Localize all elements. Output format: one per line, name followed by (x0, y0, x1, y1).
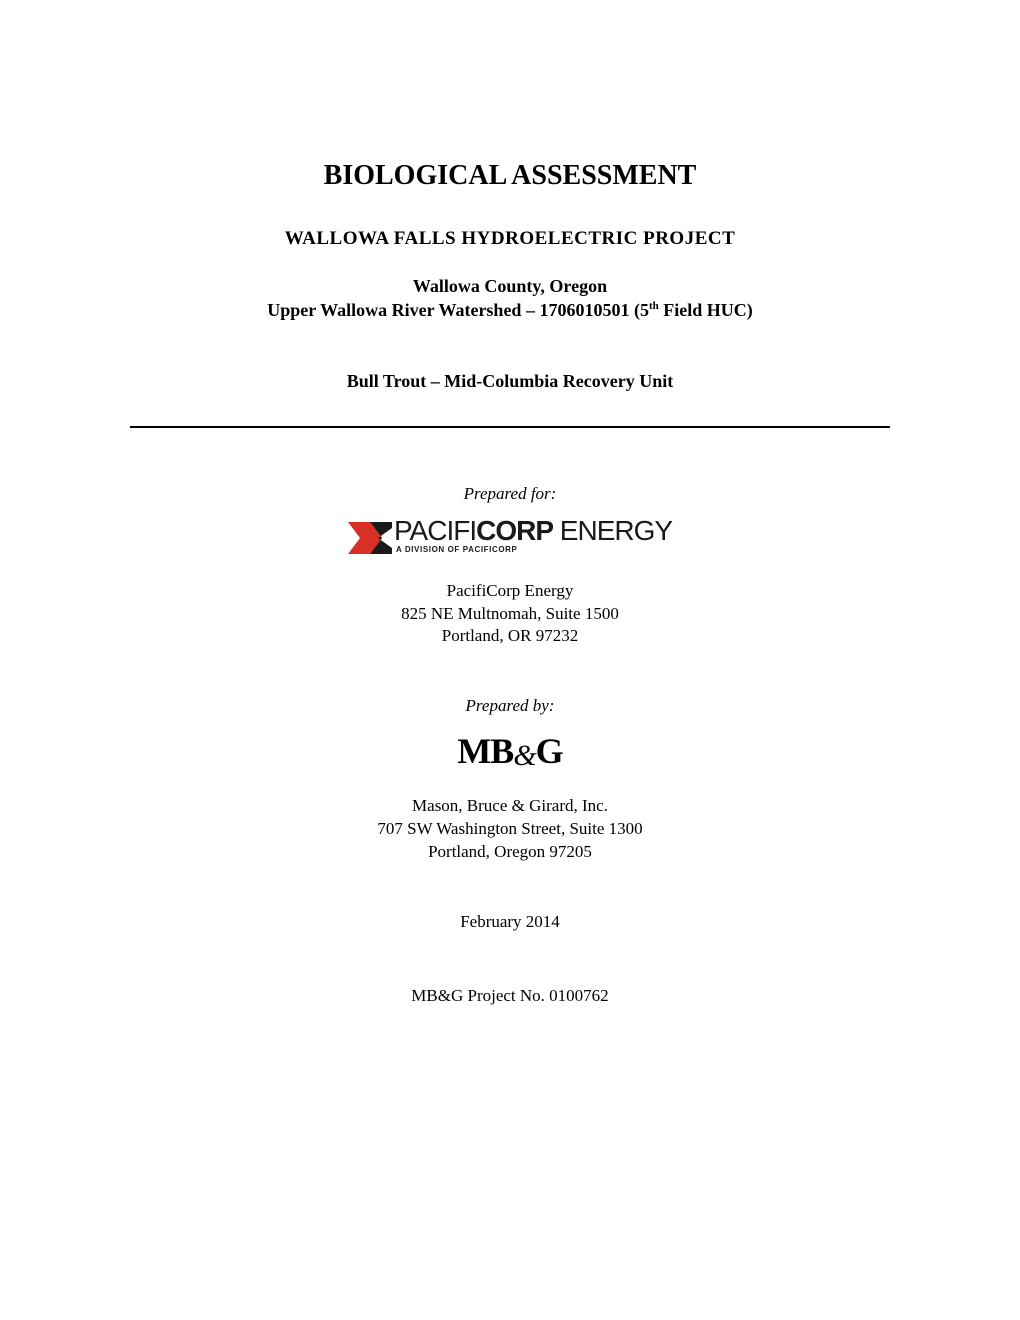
mbg-part2: G (536, 731, 563, 771)
prepared-for-company: PacifiCorp Energy (130, 580, 890, 603)
prepared-by-company: Mason, Bruce & Girard, Inc. (130, 795, 890, 818)
recovery-unit: Bull Trout – Mid-Columbia Recovery Unit (130, 371, 890, 392)
location-county: Wallowa County, Oregon (130, 274, 890, 298)
pacificorp-chevron-icon (348, 520, 392, 556)
prepared-by-address2: Portland, Oregon 97205 (130, 841, 890, 864)
section-divider (130, 426, 890, 428)
project-subtitle: WALLOWA FALLS HYDROELECTRIC PROJECT (130, 228, 890, 250)
watershed-sup: th (649, 300, 659, 312)
watershed-prefix: Upper Wallowa River Watershed – 17060105… (267, 300, 649, 320)
prepared-by-label: Prepared by: (130, 696, 890, 716)
mbg-part1: MB (457, 731, 513, 771)
document-date: February 2014 (130, 912, 890, 932)
document-cover: BIOLOGICAL ASSESSMENT WALLOWA FALLS HYDR… (130, 160, 890, 1006)
prepared-for-address2: Portland, OR 97232 (130, 625, 890, 648)
mbg-amp: & (513, 739, 535, 772)
pacificorp-tagline: A DIVISION OF PACIFICORP (396, 545, 672, 554)
mbg-logo: MB&G (130, 730, 890, 773)
prepared-for-address: PacifiCorp Energy 825 NE Multnomah, Suit… (130, 580, 890, 649)
prepared-by-address1: 707 SW Washington Street, Suite 1300 (130, 818, 890, 841)
logo-part1: PACIFI (394, 515, 476, 546)
project-number: MB&G Project No. 0100762 (130, 986, 890, 1006)
location-watershed: Upper Wallowa River Watershed – 17060105… (130, 298, 890, 322)
logo-part3: ENERGY (553, 515, 672, 546)
pacificorp-text-block: PACIFICORP ENERGY A DIVISION OF PACIFICO… (394, 518, 672, 555)
location-block: Wallowa County, Oregon Upper Wallowa Riv… (130, 274, 890, 323)
watershed-suffix: Field HUC) (659, 300, 753, 320)
prepared-by-address: Mason, Bruce & Girard, Inc. 707 SW Washi… (130, 795, 890, 864)
logo-part2: CORP (476, 515, 553, 546)
prepared-for-label: Prepared for: (130, 484, 890, 504)
prepared-for-address1: 825 NE Multnomah, Suite 1500 (130, 603, 890, 626)
pacificorp-wordmark: PACIFICORP ENERGY (394, 518, 672, 545)
main-title: BIOLOGICAL ASSESSMENT (130, 160, 890, 192)
pacificorp-logo: PACIFICORP ENERGY A DIVISION OF PACIFICO… (348, 518, 672, 556)
